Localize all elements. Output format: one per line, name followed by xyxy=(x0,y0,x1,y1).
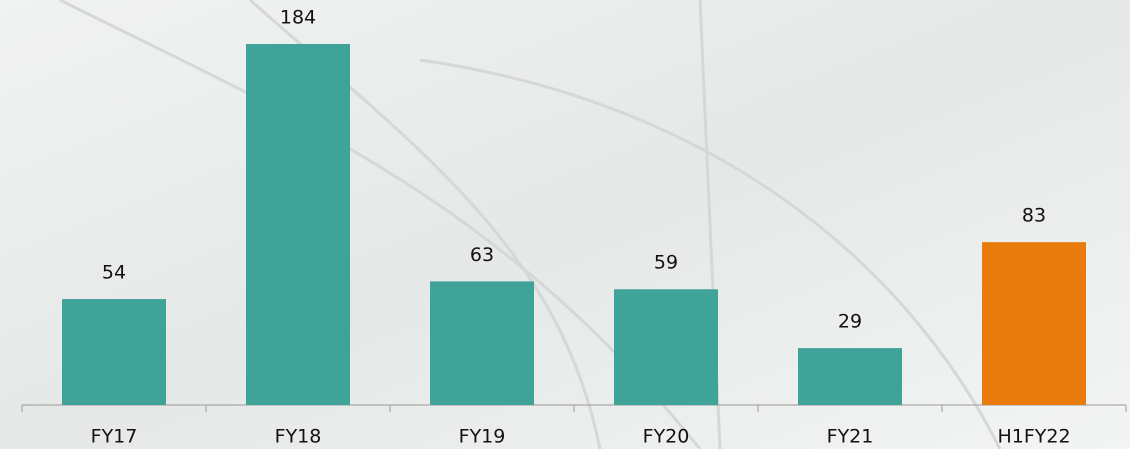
x-tick-label: FY21 xyxy=(827,426,874,448)
bar xyxy=(430,281,534,405)
data-label: 83 xyxy=(1022,205,1046,227)
bar xyxy=(798,348,902,405)
data-label: 29 xyxy=(838,311,862,333)
bar xyxy=(62,299,166,405)
data-label: 184 xyxy=(280,7,316,29)
bar xyxy=(614,289,718,405)
x-tick-label: FY20 xyxy=(643,426,690,448)
data-label: 59 xyxy=(654,252,678,274)
data-label: 54 xyxy=(102,262,126,284)
x-tick-label: FY18 xyxy=(275,426,322,448)
bar xyxy=(982,242,1086,405)
data-label: 63 xyxy=(470,244,494,266)
x-tick-label: FY17 xyxy=(91,426,138,448)
x-tick-label: FY19 xyxy=(459,426,506,448)
x-tick-label: H1FY22 xyxy=(997,426,1070,448)
bar xyxy=(246,44,350,405)
